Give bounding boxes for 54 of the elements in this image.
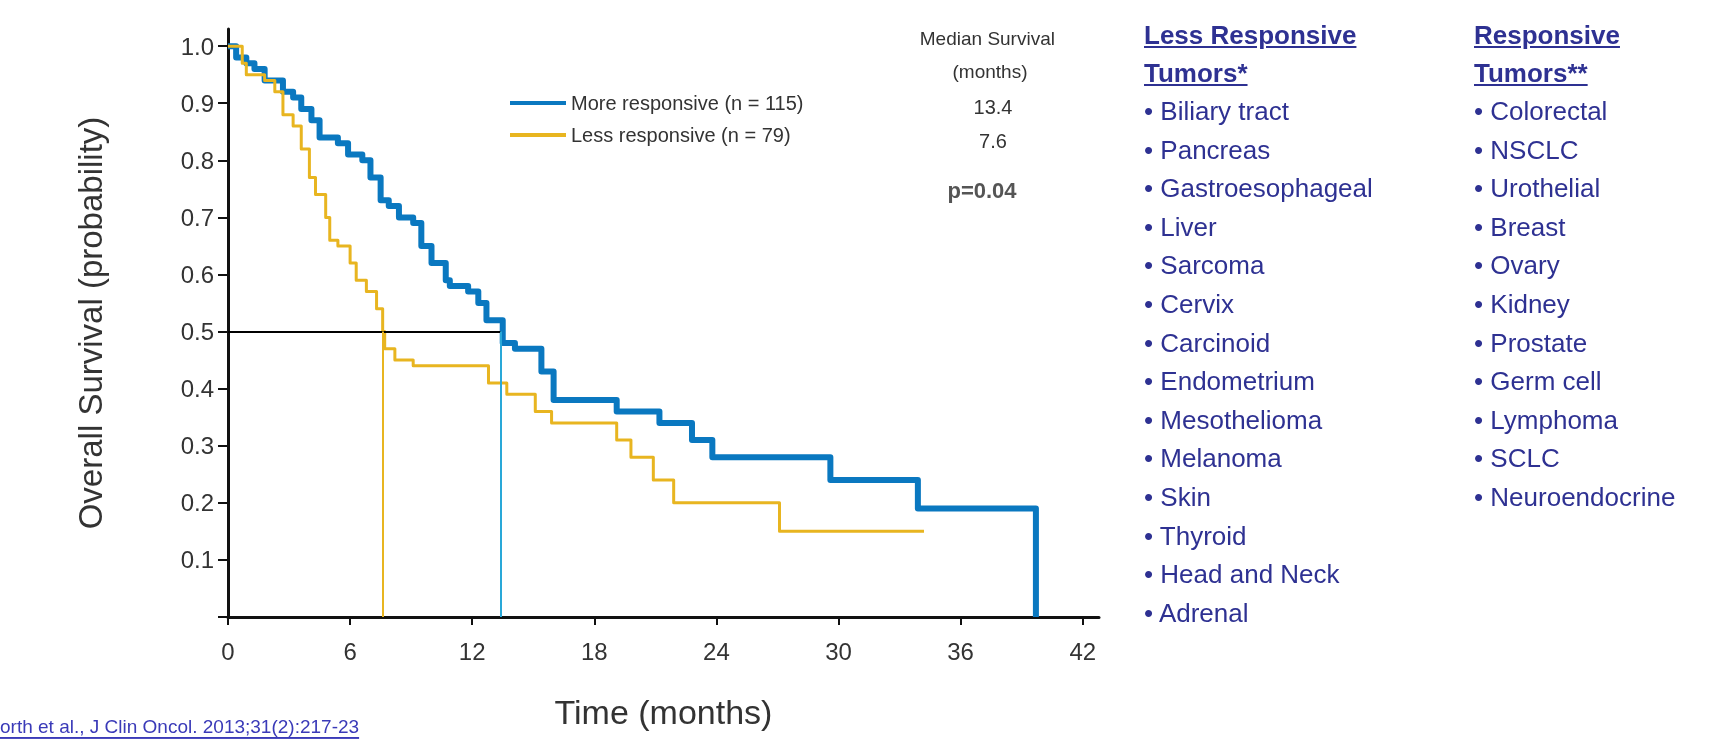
text: • Sarcoma [1144, 249, 1266, 283]
text: • Gastroesophageal [1144, 172, 1374, 206]
text: • Neuroendocrine [1474, 480, 1677, 514]
text: • NSCLC [1474, 133, 1580, 167]
text: • Melanoma [1144, 442, 1283, 476]
y-tick-label: 0.8 [180, 146, 214, 174]
y-axis-title: Overall Survival (probability) [71, 116, 109, 530]
text: • Head and Neck [1144, 558, 1341, 592]
text: • Ovary [1474, 249, 1561, 283]
annotation: p=0.04 [947, 177, 1018, 203]
y-tick-label: 0.9 [180, 89, 214, 117]
text: • Colorectal [1474, 95, 1609, 128]
x-tick-label: 0 [221, 637, 235, 665]
x-tick-label: 6 [343, 637, 357, 665]
text: • Pancreas [1144, 133, 1272, 167]
text: • Mesothelioma [1144, 403, 1324, 437]
x-axis-title: Time (months) [554, 693, 773, 731]
text: • Lymphoma [1474, 403, 1619, 437]
text: orth et al., J Clin Oncol. 2013;31(2):217-23 [0, 716, 360, 737]
y-tick-label: 1.0 [180, 32, 214, 60]
x-tick-label: 24 [703, 637, 730, 665]
text: • Skin [1144, 480, 1212, 514]
text: • Adrenal [1144, 596, 1250, 630]
text: • Kidney [1474, 287, 1571, 321]
text: • Endometrium [1144, 365, 1316, 399]
text: • Urothelial [1474, 172, 1602, 206]
text: Less Responsive Tumors* [1144, 19, 1358, 90]
y-tick-label: 0.3 [180, 432, 214, 460]
x-tick-label: 36 [947, 637, 974, 665]
legend-label: Less responsive (n = 79) [571, 124, 791, 146]
text: • Prostate [1474, 326, 1589, 360]
x-tick-label: 42 [1069, 637, 1097, 665]
y-tick-label: 0.1 [180, 546, 214, 574]
y-tick-label: 0.7 [180, 203, 214, 231]
text: • Liver [1144, 210, 1218, 244]
x-tick-label: 30 [825, 637, 852, 665]
legend-label: More responsive (n = 115) [571, 92, 804, 114]
text: • Germ cell [1474, 365, 1603, 399]
text: Responsive Tumors** [1474, 19, 1621, 90]
x-tick-label: 18 [580, 637, 608, 665]
annotation: Median Survival (months) [919, 28, 1061, 82]
text: • SCLC [1474, 442, 1561, 476]
text: • Biliary tract [1144, 95, 1290, 128]
annotation: 7.6 [979, 130, 1007, 152]
text: • Cervix [1144, 287, 1235, 321]
text: • Thyroid [1144, 519, 1248, 553]
x-tick-label: 12 [458, 637, 486, 665]
text: • Breast [1474, 210, 1567, 244]
y-tick-label: 0.6 [180, 260, 214, 288]
annotation: 13.4 [973, 96, 1013, 118]
y-tick-label: 0.5 [180, 318, 214, 346]
y-tick-label: 0.4 [180, 375, 214, 403]
text: • Carcinoid [1144, 326, 1272, 360]
y-tick-label: 0.2 [180, 489, 214, 517]
